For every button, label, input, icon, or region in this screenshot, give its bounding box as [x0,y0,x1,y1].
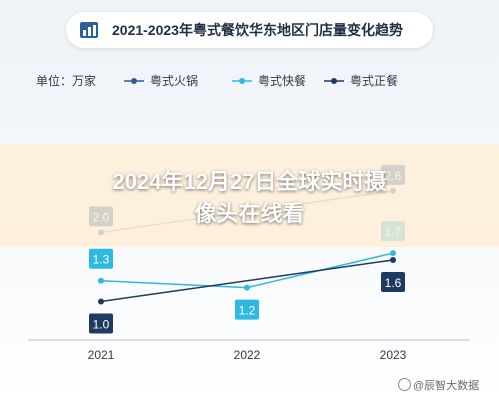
x-tick-label-2023: 2023 [380,348,407,362]
chart-title-icon [80,22,98,38]
data-label-2-2-text: 1.6 [385,276,402,290]
point-1-2 [390,250,396,257]
headline-line-1: 2024年12月27日全球实时摄 [112,169,387,194]
point-1-1 [244,284,250,291]
legend-marker-2 [331,78,337,84]
data-label-1-0-text: 1.3 [93,253,110,267]
legend-marker-0 [131,78,137,84]
legend-marker-1 [239,78,245,84]
watermark-icon [398,378,411,391]
legend-label-0: 粤式火锅 [150,73,198,88]
point-2-2 [390,256,396,263]
series-line-1 [100,252,394,289]
watermark-text: @辰智大数据 [413,380,480,392]
headline-overlay [0,145,499,247]
watermark: @辰智大数据 [398,377,479,393]
data-label-2-2-box [381,271,405,292]
data-label-1-1-text: 1.2 [239,304,256,318]
point-2-0 [98,298,104,305]
headline: 2024年12月27日全球实时摄 像头在线看 [0,166,499,230]
legend-label-2: 粤式正餐 [350,73,398,88]
data-label-1-0-box [89,248,113,269]
chart-title-bar: 2021-2023年粤式餐饮华东地区门店量变化趋势 [66,12,433,48]
legend-label-1: 粤式快餐 [258,73,306,88]
unit-label: 单位：万家 [36,73,96,88]
point-1-0 [98,277,104,284]
data-label-1-1-box [235,299,259,320]
chart-title: 2021-2023年粤式餐饮华东地区门店量变化趋势 [112,22,403,38]
x-tick-label-2022: 2022 [234,348,261,362]
x-tick-label-2021: 2021 [88,348,115,362]
series-line-2 [100,259,394,303]
data-label-2-0-box [89,313,113,334]
data-label-2-0-text: 1.0 [93,317,110,331]
headline-line-2: 像头在线看 [194,201,305,226]
